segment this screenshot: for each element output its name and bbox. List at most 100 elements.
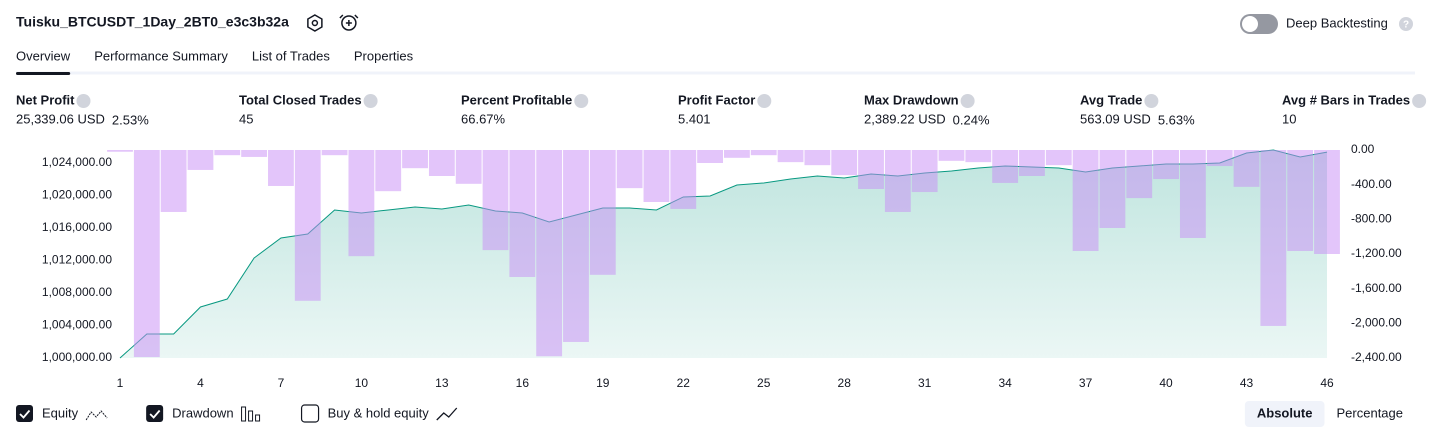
drawdown-bar xyxy=(1314,150,1340,254)
drawdown-bar xyxy=(563,150,589,342)
checkmark xyxy=(149,409,161,419)
drawdown-bar xyxy=(160,150,187,212)
legend-label: Buy & hold equity xyxy=(328,405,430,420)
legend: Equity Drawdown Buy & hold equity Absolute P… xyxy=(16,401,1403,427)
drawdown-bar xyxy=(616,150,643,189)
drawdown-bar xyxy=(321,150,348,156)
info-icon[interactable] xyxy=(574,94,589,108)
metric-value: 5.401 xyxy=(678,111,711,126)
drawdown-bar xyxy=(1153,150,1179,180)
svg-text:?: ? xyxy=(1403,20,1409,31)
legend-label: Equity xyxy=(42,405,79,420)
x-tick-label: 10 xyxy=(355,376,369,390)
metric-value: 563.09 USD xyxy=(1080,111,1151,126)
info-icon[interactable] xyxy=(960,94,975,108)
x-tick-label: 46 xyxy=(1320,376,1334,390)
drawdown-bar xyxy=(724,150,750,158)
drawdown-bar xyxy=(1233,150,1260,187)
drawdown-bar xyxy=(884,150,911,212)
drawdown-bar xyxy=(187,150,214,170)
drawdown-bar xyxy=(777,150,804,163)
legend-label: Drawdown xyxy=(172,405,233,420)
info-icon[interactable] xyxy=(363,94,378,108)
equity-line xyxy=(119,149,1328,359)
drawdown-bar xyxy=(428,150,455,176)
drawdown-bar xyxy=(643,150,670,202)
view-mode[interactable]: Percentage xyxy=(1337,405,1404,420)
x-tick-label: 25 xyxy=(757,376,771,390)
title-icons xyxy=(307,14,359,32)
drawdown-bar xyxy=(294,150,321,301)
chart: 1,000,000.00 1,004,000.00 1,008,000.00 1,01… xyxy=(42,142,1402,390)
info-icon[interactable] xyxy=(1412,94,1427,108)
x-tick-label: 31 xyxy=(918,376,932,390)
tab[interactable]: Properties xyxy=(354,48,414,63)
drawdown-bar xyxy=(375,150,402,192)
x-tick-label: 1 xyxy=(117,376,124,390)
y2-tick-label: -400.00 xyxy=(1351,177,1392,191)
help-icon[interactable]: ? xyxy=(1399,17,1413,31)
checkbox[interactable] xyxy=(300,404,320,423)
toggle-label: Deep Backtesting xyxy=(1286,15,1388,30)
strategy-title: Tuisku_BTCUSDT_1Day_2BT0_e3c3b32a xyxy=(16,14,289,30)
info-icon[interactable] xyxy=(1144,94,1159,108)
drawdown-bar xyxy=(589,150,616,275)
drawdown-bar xyxy=(750,150,777,156)
drawdown-bar xyxy=(536,150,563,357)
y2-tick-label: -1,600.00 xyxy=(1351,281,1402,295)
drawdown-bar xyxy=(1072,150,1099,251)
drawdown-bar xyxy=(1019,150,1045,176)
x-tick-label: 40 xyxy=(1159,376,1173,390)
view-mode[interactable]: Absolute xyxy=(1257,405,1313,420)
drawdown-bar xyxy=(911,150,938,193)
x-tick-label: 13 xyxy=(435,376,449,390)
metric-value: 45 xyxy=(239,111,253,126)
alert-icon[interactable] xyxy=(339,14,359,31)
drawdown-bar xyxy=(1179,150,1206,238)
info-icon[interactable] xyxy=(757,94,772,108)
toggle-knob xyxy=(1242,16,1258,32)
x-tick-label: 19 xyxy=(596,376,610,390)
drawdown-bar xyxy=(670,150,697,209)
drawdown-bar xyxy=(1260,150,1287,326)
metric-label: Net Profit xyxy=(16,92,75,107)
equity-area xyxy=(120,150,1327,358)
drawdown-bar xyxy=(965,150,992,163)
drawdown-bar xyxy=(214,150,241,156)
metric-value: 2,389.22 USD xyxy=(864,111,946,126)
y2-tick-label: -800.00 xyxy=(1351,212,1392,226)
drawdown-bar xyxy=(858,150,884,189)
metric-label: Max Drawdown xyxy=(864,92,959,107)
checkbox[interactable] xyxy=(146,405,164,422)
metric-value: 25,339.06 USD xyxy=(16,111,105,126)
buy-hold-icon xyxy=(436,407,458,421)
tabs: Overview Performance Summary List of Trade… xyxy=(16,48,414,75)
x-tick-label: 34 xyxy=(998,376,1012,390)
drawdown-icon xyxy=(241,406,261,422)
tab[interactable]: Performance Summary xyxy=(94,48,228,63)
drawdown-bar xyxy=(133,150,160,358)
x-tick-label: 43 xyxy=(1240,376,1254,390)
y2-tick-label: -2,000.00 xyxy=(1351,316,1402,330)
drawdown-bar xyxy=(697,150,723,163)
view-mode-active xyxy=(1244,401,1325,427)
drawdown-bar xyxy=(402,150,428,169)
metric-label: Avg Trade xyxy=(1080,92,1142,107)
checkbox[interactable] xyxy=(16,405,33,422)
deep-backtesting-toggle[interactable] xyxy=(1240,14,1278,34)
y-tick-label: 1,000,000.00 xyxy=(42,350,112,364)
metric-value: 66.67% xyxy=(461,111,506,126)
tab[interactable]: List of Trades xyxy=(252,48,331,63)
settings-icon[interactable] xyxy=(307,14,323,32)
info-icon[interactable] xyxy=(76,94,91,108)
equity-icon xyxy=(85,410,108,421)
y-tick-label: 1,020,000.00 xyxy=(42,188,112,202)
drawdown-bar xyxy=(1126,150,1153,199)
metric-label: Profit Factor xyxy=(678,92,755,107)
y-tick-label: 1,004,000.00 xyxy=(42,318,112,332)
tab[interactable]: Overview xyxy=(16,48,71,63)
y-tick-label: 1,012,000.00 xyxy=(42,253,112,267)
metric-value: 10 xyxy=(1282,111,1296,126)
